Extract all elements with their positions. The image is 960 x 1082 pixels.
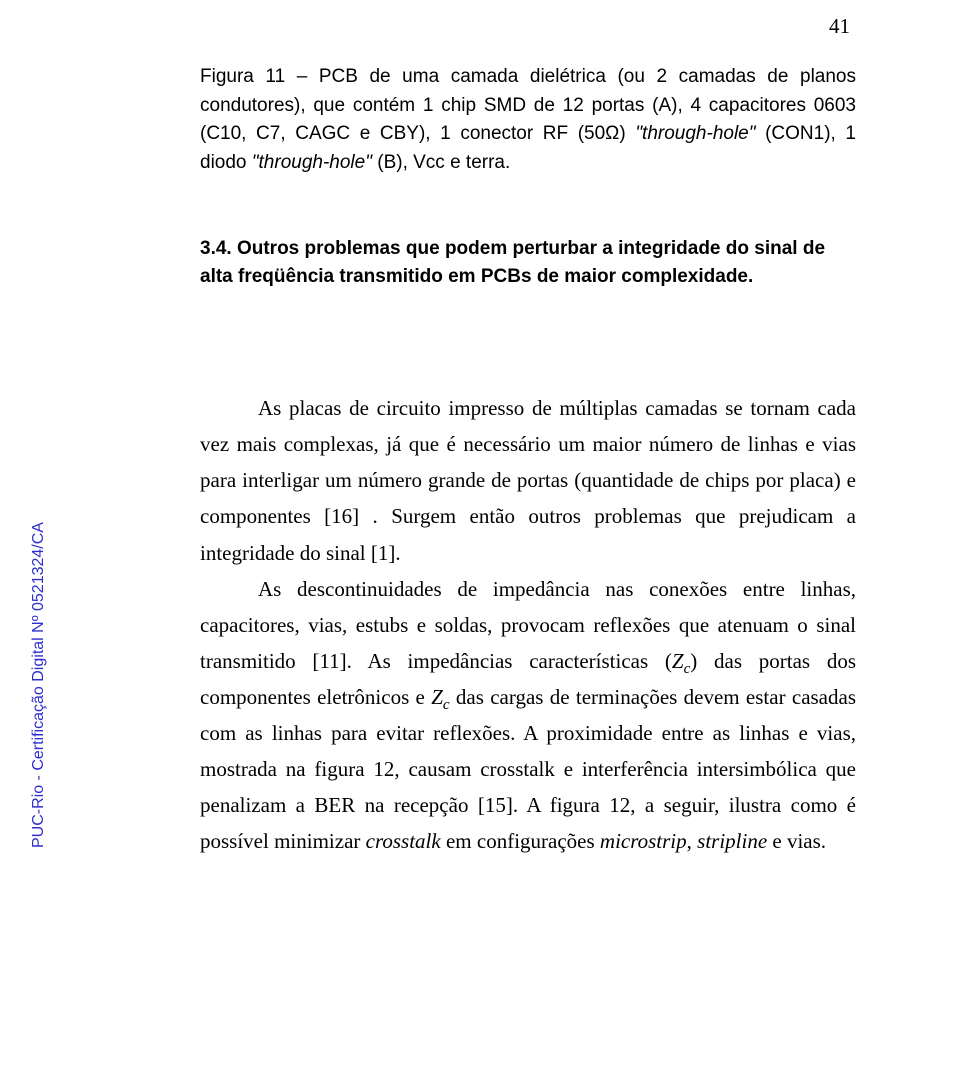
- body-text: As placas de circuito impresso de múltip…: [200, 390, 856, 859]
- p2-text-5: ,: [687, 829, 698, 853]
- p2-text-6: e vias.: [767, 829, 826, 853]
- p2-zc2-base: Z: [431, 685, 443, 709]
- certification-side-label: PUC-Rio - Certificação Digital Nº 052132…: [30, 522, 48, 848]
- paragraph-2: As descontinuidades de impedância nas co…: [200, 571, 856, 860]
- p2-text-4: em configurações: [441, 829, 600, 853]
- page-container: 41 Figura 11 – PCB de uma camada dielétr…: [0, 0, 960, 1082]
- caption-italic-2: "through-hole": [252, 152, 372, 173]
- p2-zc1-base: Z: [672, 649, 684, 673]
- figure-caption: Figura 11 – PCB de uma camada dielétrica…: [200, 63, 856, 177]
- p2-zc2-sub: c: [443, 697, 450, 713]
- p2-italic-2: microstrip: [600, 829, 687, 853]
- p2-italic-3: stripline: [697, 829, 767, 853]
- caption-text-3: (B), Vcc e terra.: [372, 152, 510, 173]
- page-number: 41: [200, 14, 856, 39]
- section-heading: 3.4. Outros problemas que podem perturba…: [200, 235, 856, 290]
- caption-italic-1: "through-hole": [635, 123, 755, 144]
- paragraph-1: As placas de circuito impresso de múltip…: [200, 390, 856, 571]
- p2-italic-1: crosstalk: [366, 829, 441, 853]
